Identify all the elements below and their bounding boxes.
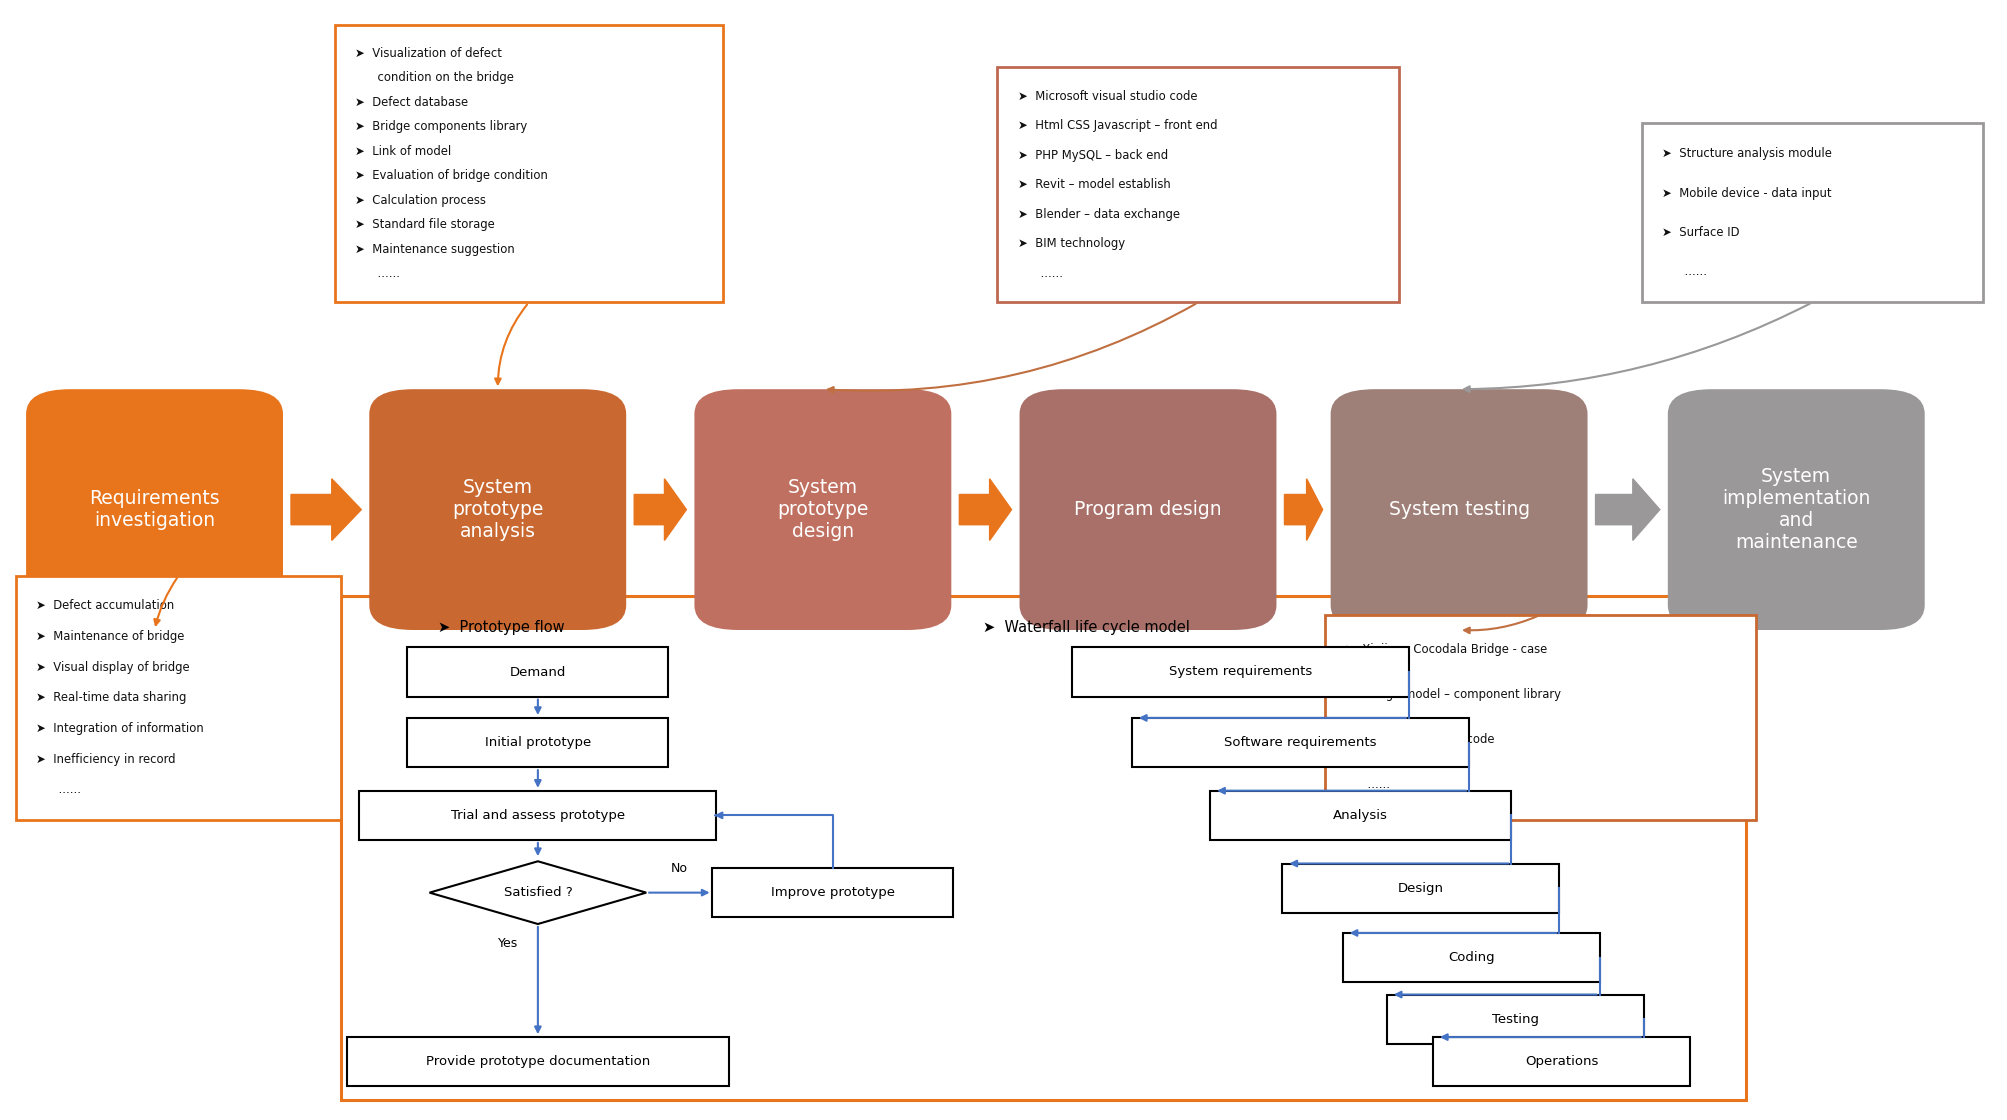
FancyBboxPatch shape (1331, 390, 1588, 629)
FancyBboxPatch shape (1072, 647, 1409, 697)
Text: ➤  Structure analysis module: ➤ Structure analysis module (1662, 147, 1832, 160)
Polygon shape (1284, 479, 1323, 541)
Text: Testing: Testing (1491, 1012, 1539, 1026)
Text: ➤  Evaluation of bridge condition: ➤ Evaluation of bridge condition (355, 169, 548, 183)
FancyBboxPatch shape (369, 390, 626, 629)
FancyBboxPatch shape (1325, 615, 1756, 820)
Text: System testing: System testing (1389, 501, 1529, 519)
FancyBboxPatch shape (1282, 864, 1559, 913)
Text: ➤  Integration of information: ➤ Integration of information (36, 722, 205, 735)
Text: Yes: Yes (498, 937, 518, 951)
Text: Design: Design (1399, 881, 1443, 895)
Text: Requirements
investigation: Requirements investigation (88, 489, 221, 530)
Text: ➤  Waterfall life cycle model: ➤ Waterfall life cycle model (983, 619, 1190, 635)
FancyBboxPatch shape (694, 390, 951, 629)
FancyBboxPatch shape (997, 67, 1399, 302)
FancyBboxPatch shape (1642, 123, 1983, 302)
Polygon shape (634, 479, 686, 541)
FancyBboxPatch shape (347, 1037, 729, 1086)
Text: ......: ...... (1662, 265, 1706, 279)
Text: ➤  Calculation process: ➤ Calculation process (355, 194, 486, 207)
FancyBboxPatch shape (1668, 390, 1925, 629)
FancyBboxPatch shape (1210, 791, 1511, 840)
Text: condition on the bridge: condition on the bridge (355, 72, 514, 84)
Text: ➤  Xinjiang Cocodala Bridge - case: ➤ Xinjiang Cocodala Bridge - case (1345, 643, 1547, 656)
Text: Analysis: Analysis (1333, 809, 1389, 822)
FancyBboxPatch shape (407, 718, 668, 767)
Text: ➤  Link of model: ➤ Link of model (355, 144, 452, 158)
Text: Satisfied ?: Satisfied ? (504, 886, 572, 899)
Polygon shape (291, 479, 361, 541)
Text: Initial prototype: Initial prototype (486, 736, 590, 749)
Text: No: No (670, 861, 688, 875)
Text: System requirements: System requirements (1168, 665, 1313, 679)
Text: ......: ...... (1018, 267, 1062, 280)
FancyBboxPatch shape (1433, 1037, 1690, 1086)
FancyBboxPatch shape (26, 390, 283, 629)
Text: Demand: Demand (510, 665, 566, 679)
FancyBboxPatch shape (359, 791, 716, 840)
Text: ➤  Surface ID: ➤ Surface ID (1662, 226, 1740, 239)
Text: ➤  Inefficiency in record: ➤ Inefficiency in record (36, 753, 177, 766)
Text: ➤  PHP MySQL – back end: ➤ PHP MySQL – back end (1018, 149, 1168, 161)
Text: ➤  Visualization of defect: ➤ Visualization of defect (355, 47, 502, 60)
FancyBboxPatch shape (341, 596, 1746, 1100)
FancyBboxPatch shape (407, 647, 668, 697)
Text: Trial and assess prototype: Trial and assess prototype (452, 809, 624, 822)
FancyBboxPatch shape (712, 868, 953, 917)
FancyBboxPatch shape (1387, 995, 1644, 1044)
Polygon shape (429, 861, 646, 924)
Text: ......: ...... (1345, 778, 1389, 792)
Text: Improve prototype: Improve prototype (771, 886, 895, 899)
Text: ➤  Defect accumulation: ➤ Defect accumulation (36, 599, 175, 613)
Text: System
implementation
and
maintenance: System implementation and maintenance (1722, 467, 1871, 552)
FancyBboxPatch shape (16, 576, 341, 820)
Text: ➤  Microsoft visual studio code: ➤ Microsoft visual studio code (1018, 90, 1196, 103)
Text: Software requirements: Software requirements (1224, 736, 1377, 749)
Text: ➤  Real-time data sharing: ➤ Real-time data sharing (36, 691, 187, 704)
Text: System
prototype
design: System prototype design (777, 478, 869, 541)
Text: ➤  Bridge model – component library: ➤ Bridge model – component library (1345, 689, 1561, 701)
Text: ➤  Html CSS Javascript – front end: ➤ Html CSS Javascript – front end (1018, 119, 1216, 132)
Text: Operations: Operations (1525, 1055, 1598, 1068)
Polygon shape (1596, 479, 1660, 541)
Text: Coding: Coding (1447, 951, 1495, 964)
Text: ➤  Mobile device - data input: ➤ Mobile device - data input (1662, 187, 1830, 199)
Text: System
prototype
analysis: System prototype analysis (452, 478, 544, 541)
Text: ➤  Bridge components library: ➤ Bridge components library (355, 120, 528, 133)
Text: ......: ...... (355, 267, 399, 280)
FancyBboxPatch shape (335, 25, 723, 302)
Text: ➤  Prototype flow: ➤ Prototype flow (438, 619, 564, 635)
FancyBboxPatch shape (1132, 718, 1469, 767)
Text: Program design: Program design (1074, 501, 1222, 519)
Text: ➤  Standard file storage: ➤ Standard file storage (355, 218, 496, 231)
Text: ➤  Defect data – IFD code: ➤ Defect data – IFD code (1345, 734, 1493, 746)
Text: ➤  BIM technology: ➤ BIM technology (1018, 237, 1124, 251)
Text: ➤  Defect database: ➤ Defect database (355, 96, 468, 109)
Polygon shape (959, 479, 1012, 541)
FancyBboxPatch shape (1343, 933, 1600, 982)
FancyBboxPatch shape (1020, 390, 1276, 629)
Text: ➤  Maintenance suggestion: ➤ Maintenance suggestion (355, 243, 516, 255)
Text: ➤  Maintenance of bridge: ➤ Maintenance of bridge (36, 629, 185, 643)
Text: ➤  Revit – model establish: ➤ Revit – model establish (1018, 178, 1170, 192)
Text: ➤  Visual display of bridge: ➤ Visual display of bridge (36, 661, 191, 673)
Text: Provide prototype documentation: Provide prototype documentation (425, 1055, 650, 1068)
Text: ➤  Blender – data exchange: ➤ Blender – data exchange (1018, 208, 1180, 221)
Text: ......: ...... (36, 783, 80, 796)
